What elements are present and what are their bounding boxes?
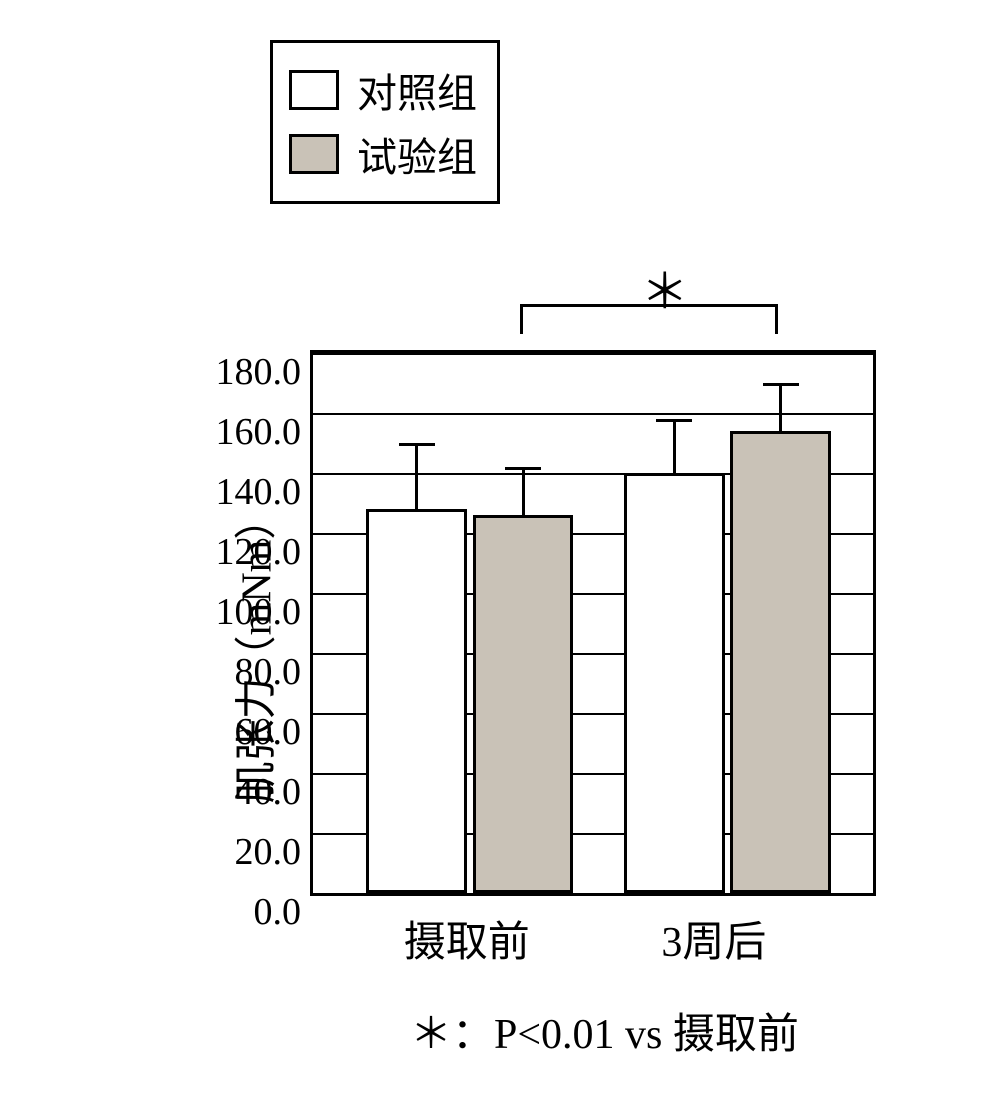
legend-label-test: 试验组 — [357, 125, 477, 183]
x-tick-label: 摄取前 — [404, 908, 530, 969]
error-bar — [779, 383, 782, 431]
grid-line — [313, 413, 873, 415]
y-tick-label: 80.0 — [235, 650, 314, 694]
y-tick-label: 0.0 — [254, 890, 314, 934]
legend-swatch-test — [289, 134, 339, 174]
legend: 对照组 试验组 — [270, 40, 500, 204]
error-bar-cap — [656, 419, 692, 422]
error-bar — [415, 443, 418, 509]
bar — [366, 509, 467, 893]
significance-star: ＊ — [641, 252, 689, 322]
y-tick-label: 100.0 — [216, 590, 314, 634]
y-tick-label: 140.0 — [216, 470, 314, 514]
error-bar — [673, 419, 676, 473]
legend-label-control: 对照组 — [357, 61, 477, 119]
error-bar-cap — [399, 443, 435, 446]
legend-swatch-control — [289, 70, 339, 110]
y-tick-label: 120.0 — [216, 530, 314, 574]
y-tick-label: 60.0 — [235, 710, 314, 754]
significance-line — [775, 304, 778, 334]
significance-note: ＊：P<0.01 vs 摄取前 — [410, 1000, 799, 1061]
legend-item: 试验组 — [289, 125, 477, 183]
x-tick-label: 3周后 — [661, 908, 766, 969]
bar — [624, 473, 725, 893]
bar — [473, 515, 574, 893]
y-tick-label: 40.0 — [235, 770, 314, 814]
significance-line — [520, 304, 523, 334]
y-tick-label: 20.0 — [235, 830, 314, 874]
grid-line — [313, 353, 873, 355]
legend-item: 对照组 — [289, 61, 477, 119]
y-tick-label: 180.0 — [216, 350, 314, 394]
y-tick-label: 160.0 — [216, 410, 314, 454]
error-bar-cap — [763, 383, 799, 386]
error-bar-cap — [505, 467, 541, 470]
bar — [730, 431, 831, 893]
plot-area: 0.020.040.060.080.0100.0120.0140.0160.01… — [310, 350, 876, 896]
error-bar — [522, 467, 525, 515]
